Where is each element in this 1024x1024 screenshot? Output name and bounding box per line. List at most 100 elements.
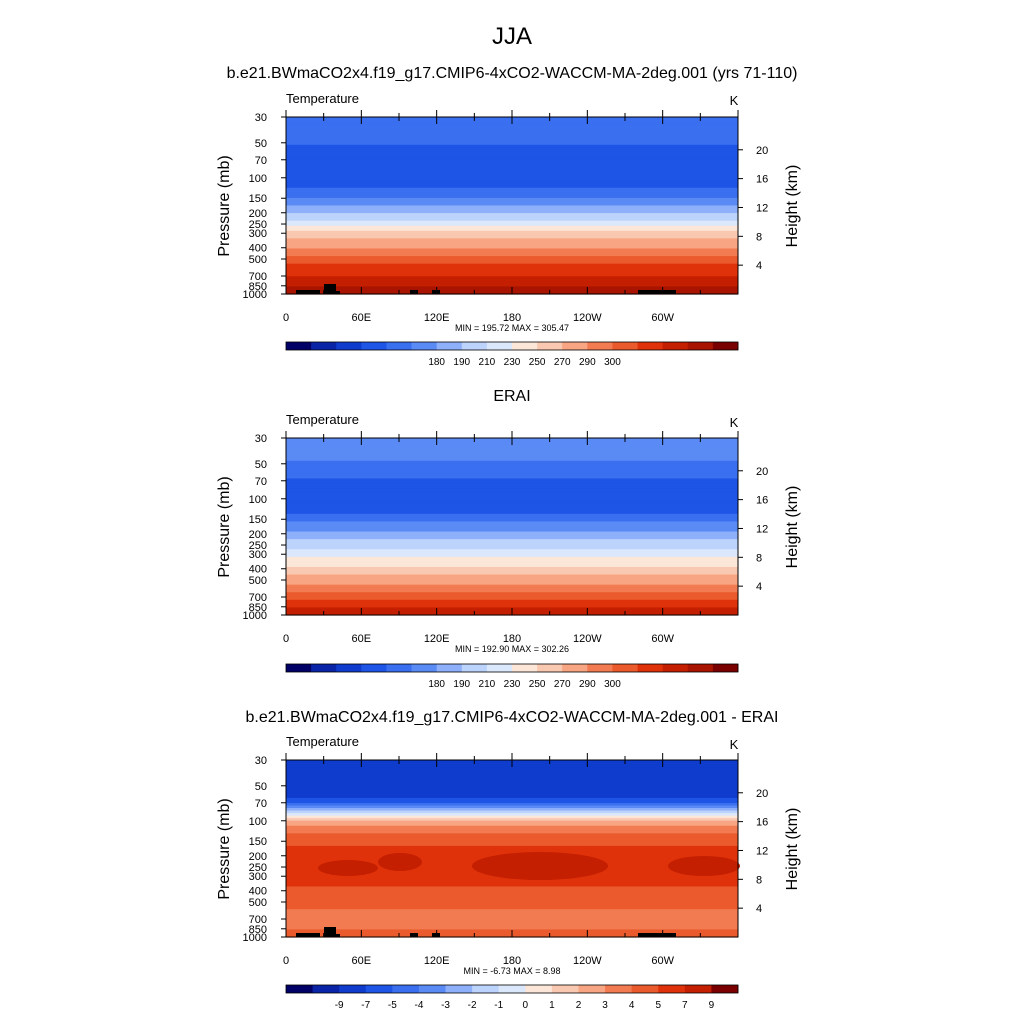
x-tick-label: 120E — [424, 955, 450, 967]
contour-band — [286, 835, 738, 839]
colorbar-label: 180 — [428, 679, 445, 690]
contour-band — [286, 574, 738, 578]
colorbar-label: 270 — [554, 679, 571, 690]
colorbar-swatch — [411, 664, 438, 672]
contour-band — [286, 840, 738, 845]
contour-band — [286, 554, 738, 558]
contour-band — [286, 883, 738, 888]
height-tick-label: 20 — [756, 145, 768, 157]
colorbar-swatch — [361, 664, 387, 672]
contour-band — [286, 833, 738, 837]
y-axis-label: Pressure (mb) — [216, 476, 233, 577]
colorbar-swatch — [687, 342, 714, 350]
colorbar-swatch — [418, 985, 446, 993]
colorbar-label: 3 — [602, 1000, 608, 1011]
topography-mask — [296, 290, 320, 294]
pressure-tick-label: 700 — [249, 271, 267, 283]
contour-band — [286, 830, 738, 834]
contour-band — [286, 503, 738, 507]
contour-band — [286, 127, 738, 131]
colorbar-frame — [285, 984, 739, 994]
x-tick-label: 0 — [283, 955, 289, 967]
contour-band — [286, 455, 738, 459]
pressure-tick-label: 850 — [249, 602, 267, 614]
contour-band — [286, 767, 738, 771]
colorbar-label: -1 — [494, 1000, 503, 1011]
contour-band — [286, 144, 738, 148]
contour-band — [286, 197, 738, 202]
contour-band — [286, 180, 738, 184]
colorbar-swatch — [612, 342, 638, 350]
contour-band — [286, 465, 738, 469]
colorbar-swatch — [512, 342, 538, 350]
warm-anomaly-patch — [668, 856, 740, 876]
contour-band — [286, 149, 738, 153]
x-tick-label: 60W — [651, 633, 674, 645]
pressure-tick-label: 150 — [249, 193, 267, 205]
contour-band — [286, 147, 738, 151]
colorbar-label: -4 — [414, 1000, 423, 1011]
panel-erai: ERAI Temperature K Pressure (mb) Height … — [216, 388, 801, 690]
contour-band — [286, 233, 738, 237]
contour-band — [286, 496, 738, 500]
contour-band — [286, 881, 738, 885]
height-tick-label: 8 — [756, 552, 762, 564]
stats-label: MIN = 192.90 MAX = 302.26 — [455, 644, 569, 654]
pressure-tick-label: 50 — [255, 138, 267, 150]
pressure-tick-label: 250 — [249, 540, 267, 552]
contour-band — [286, 137, 738, 141]
y2-axis-label: Height (km) — [784, 165, 801, 248]
contour-band — [286, 894, 738, 898]
colorbar-label: 1 — [549, 1000, 555, 1011]
pressure-tick-label: 700 — [249, 592, 267, 604]
colorbar-swatch — [631, 985, 659, 993]
contour-band — [286, 276, 738, 280]
contour-band — [286, 154, 738, 159]
contour-band — [286, 602, 738, 606]
contour-band — [286, 878, 738, 882]
colorbar-label: 230 — [504, 357, 521, 368]
contour-band — [286, 228, 738, 232]
contour-band — [286, 544, 738, 548]
colorbar-swatch — [386, 342, 412, 350]
warm-anomaly-patch — [378, 853, 422, 871]
contour-band — [286, 825, 738, 829]
pressure-tick-label: 300 — [249, 228, 267, 240]
contour-band — [286, 916, 738, 920]
contour-band — [286, 215, 738, 219]
x-tick-label: 120W — [573, 955, 602, 967]
pressure-tick-label: 500 — [249, 897, 267, 909]
x-tick-label: 0 — [283, 312, 289, 324]
colorbar-label: 4 — [629, 1000, 635, 1011]
colorbar-label: 9 — [709, 1000, 715, 1011]
contour-band — [286, 518, 738, 523]
contour-band — [286, 777, 738, 781]
topography-mask — [638, 933, 676, 937]
colorbar-swatch — [445, 985, 473, 993]
contour-band — [286, 797, 738, 802]
panel-title: b.e21.BWmaCO2x4.f19_g17.CMIP6-4xCO2-WACC… — [246, 709, 779, 726]
contour-band — [286, 506, 738, 510]
height-tick-label: 8 — [756, 231, 762, 243]
colorbar-swatch — [637, 664, 664, 672]
contour-band — [286, 891, 738, 895]
panel-title: b.e21.BWmaCO2x4.f19_g17.CMIP6-4xCO2-WACC… — [227, 65, 798, 82]
contour-band — [286, 213, 738, 217]
contour-band — [286, 810, 738, 814]
contour-band — [286, 448, 738, 452]
colorbar-swatch — [386, 664, 412, 672]
variable-label: Temperature — [286, 91, 359, 106]
colorbar-swatch — [312, 985, 340, 993]
contour-band — [286, 266, 738, 270]
contour-band — [286, 129, 738, 133]
colorbar: 180 190 210 230 250 270 290 300 — [285, 341, 739, 368]
colorbar-label: 290 — [579, 357, 596, 368]
height-tick-label: 4 — [756, 260, 762, 272]
pressure-tick-label: 100 — [249, 173, 267, 185]
contour-band — [286, 604, 738, 609]
contour-band — [286, 526, 738, 530]
contour-band — [286, 592, 738, 596]
contour-band — [286, 480, 738, 485]
contour-band — [286, 886, 738, 890]
